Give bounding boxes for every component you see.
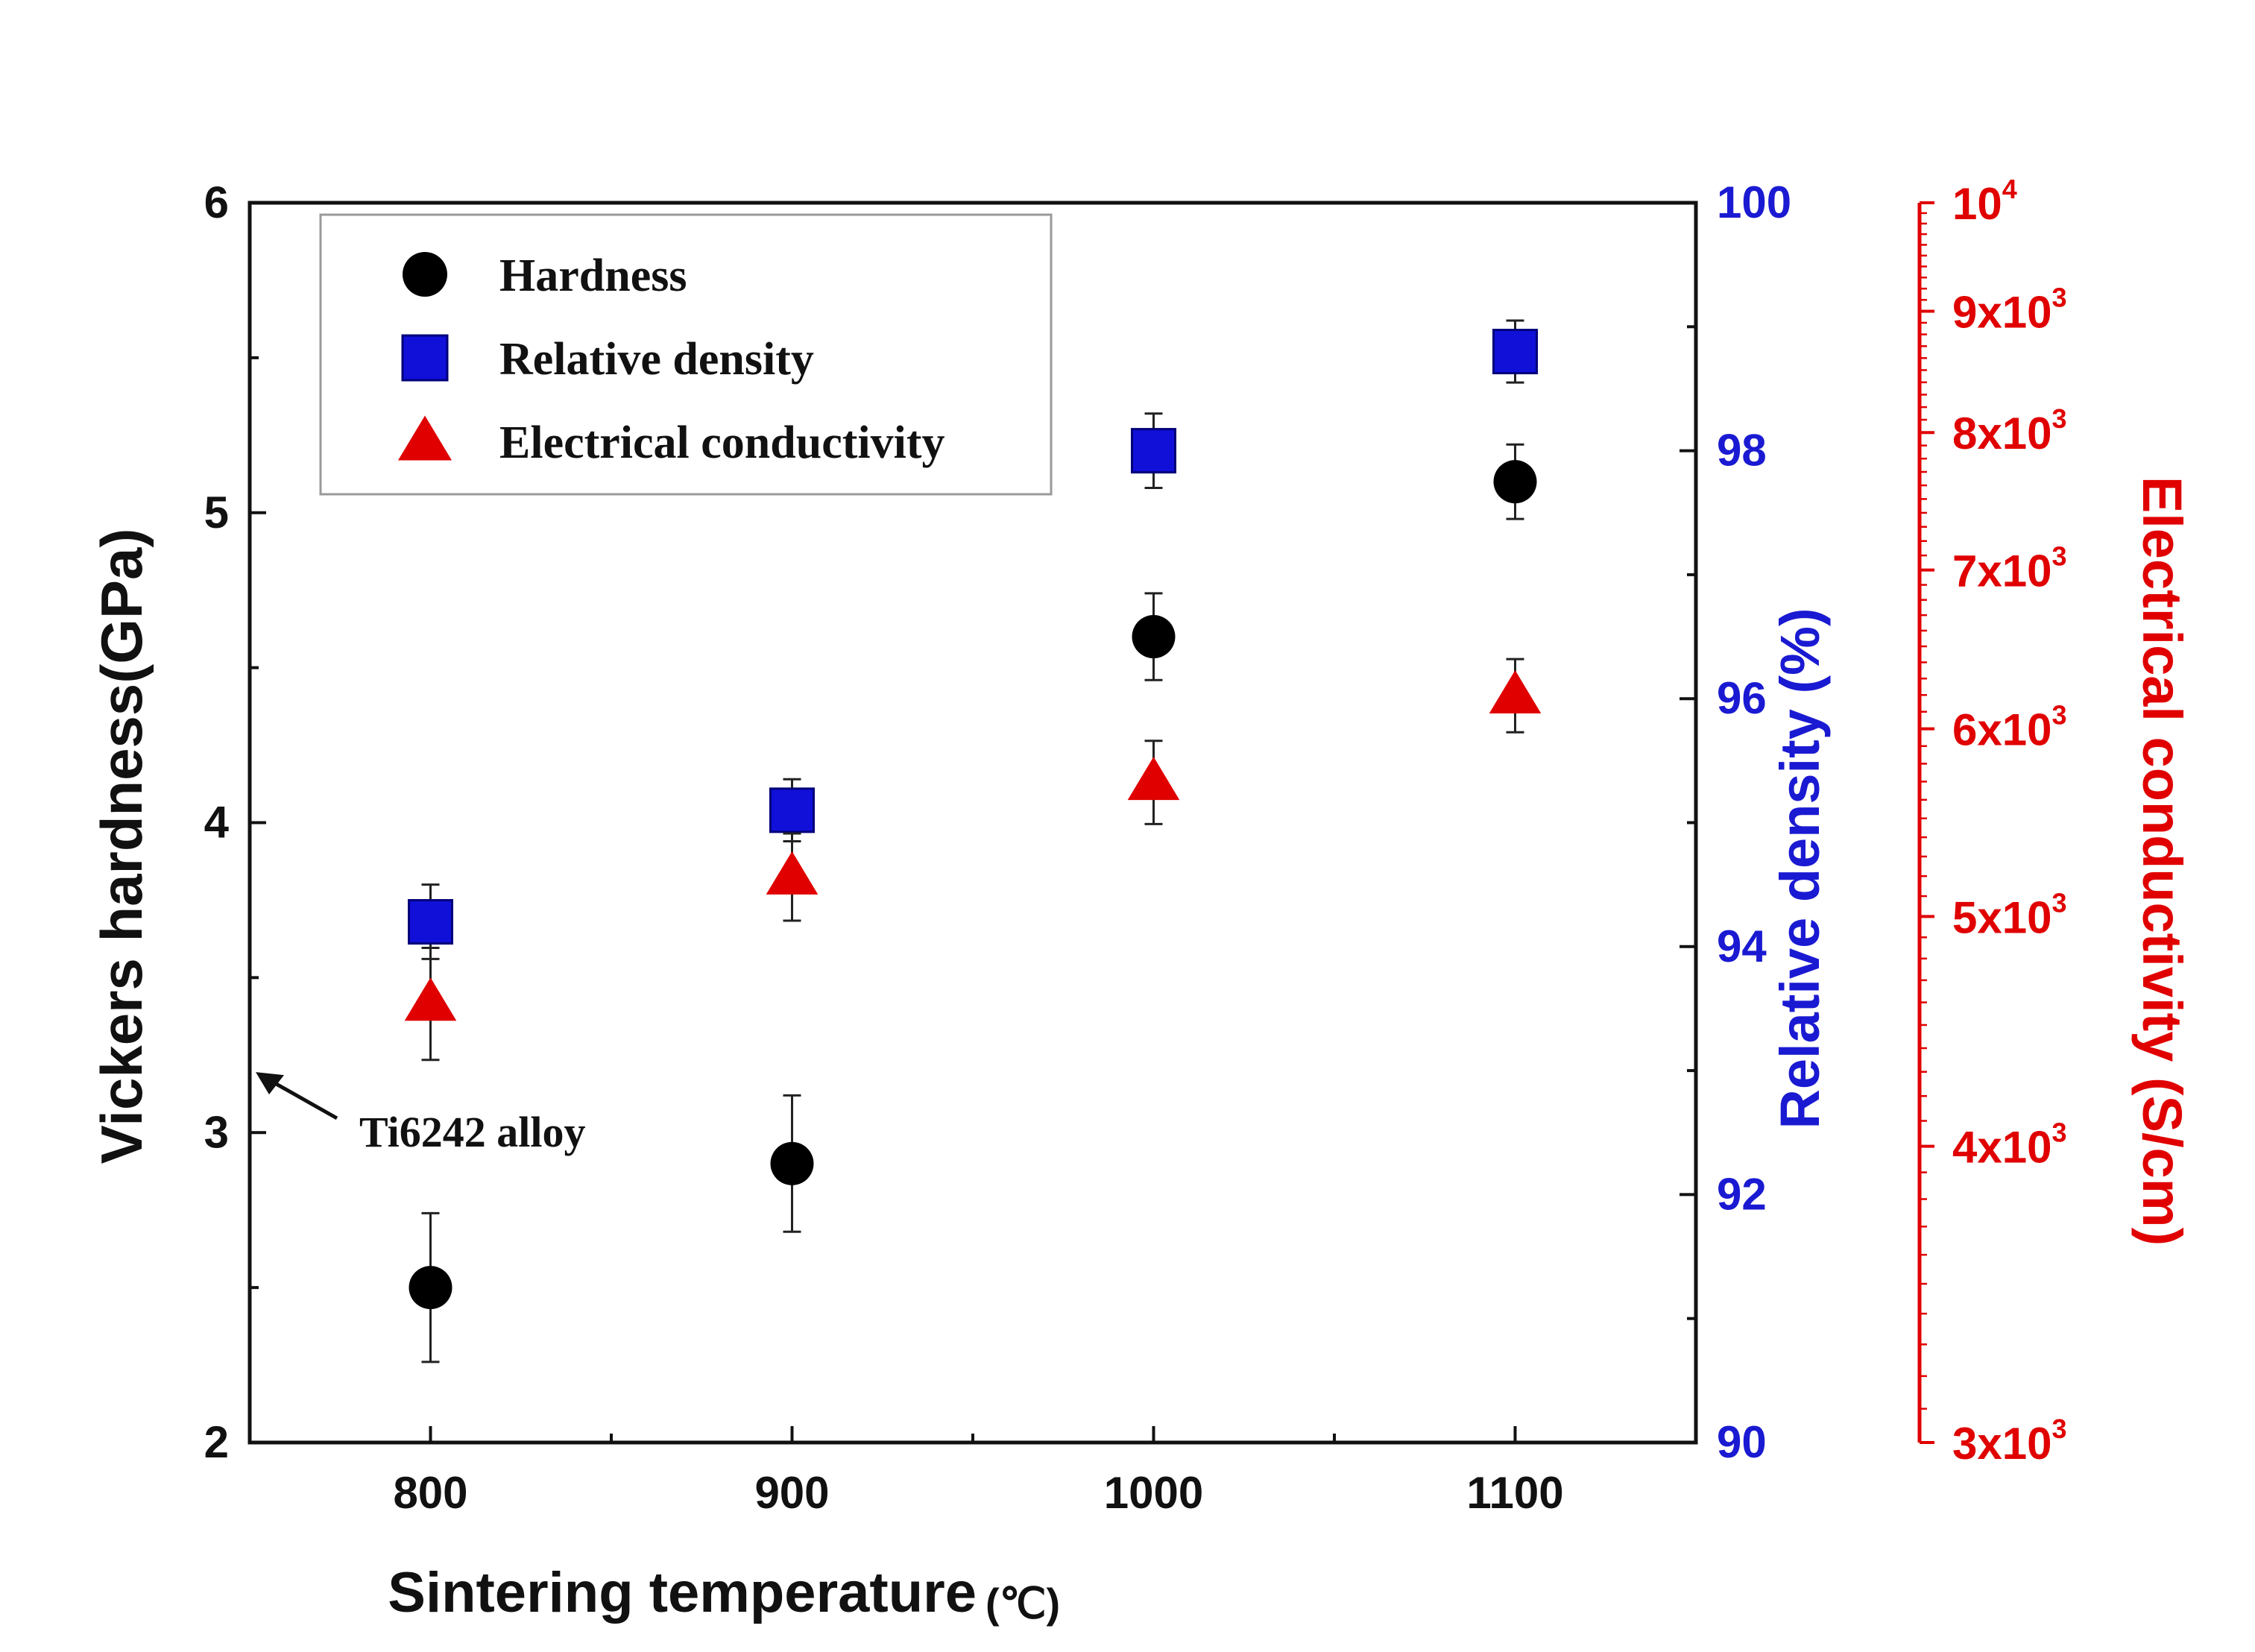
y-right1-tick-label: 92 <box>1717 1169 1767 1219</box>
y-right2-tick-label: 5x103 <box>1952 887 2067 942</box>
y-right1-tick-label: 96 <box>1717 673 1767 723</box>
x-axis-title: Sintering temperature <box>388 1561 977 1624</box>
x-tick-label: 1100 <box>1466 1468 1563 1518</box>
y-left-tick-label: 3 <box>204 1107 229 1157</box>
legend-marker-hardness <box>403 252 447 297</box>
legend-marker-relative-density <box>401 334 449 382</box>
electrical-conductivity-point <box>1127 757 1180 801</box>
x-tick-label: 900 <box>754 1468 829 1518</box>
y-axis-right1-title: Relative density (%) <box>1769 608 1831 1129</box>
marks-layer <box>404 319 1542 1363</box>
x-tick-label: 1000 <box>1104 1468 1203 1518</box>
relative-density-point <box>769 787 815 833</box>
y-right2-tick-label: 3x103 <box>1952 1413 2067 1469</box>
y-right1-tick-label: 90 <box>1717 1417 1767 1467</box>
electrical-conductivity-point <box>404 977 457 1021</box>
legend-label: Electrical conductivity <box>499 417 944 468</box>
y-left-tick-label: 4 <box>204 798 230 848</box>
axes-layer: 800 900 1000 1100 2 3 4 5 6 90 92 94 96 98 100 3x103 4x1… <box>204 174 2067 1518</box>
y-right2-tick-label: 8x103 <box>1952 403 2067 458</box>
hardness-point <box>1493 460 1537 504</box>
y-right2-tick-label: 9x103 <box>1952 283 2067 338</box>
legend-label: Hardness <box>499 250 687 301</box>
y-right2-tick-label: 6x103 <box>1952 700 2067 755</box>
relative-density-point <box>1131 428 1176 474</box>
x-tick-label: 800 <box>393 1468 467 1518</box>
x-axis-unit: (℃) <box>985 1580 1060 1627</box>
y-axis-right2-title: Electrical conductivity (S/cm) <box>2131 476 2193 1246</box>
relative-density-point <box>1492 329 1538 375</box>
y-axis-left-title: Vickers hardness(GPa) <box>89 529 154 1164</box>
annotation-label: Ti6242 alloy <box>359 1108 585 1156</box>
y-left-tick-label: 2 <box>204 1417 229 1467</box>
y-right2-tick-label: 4x103 <box>1952 1117 2067 1173</box>
hardness-point <box>409 1266 452 1310</box>
annotation-arrowhead <box>256 1072 284 1095</box>
hardness-point <box>770 1141 814 1185</box>
y-right2-tick-label: 104 <box>1952 174 2017 229</box>
hardness-point <box>1132 615 1176 659</box>
relative-density-point <box>408 899 453 945</box>
legend-marker-electrical-conductivity <box>398 415 452 461</box>
y-left-tick-label: 6 <box>204 177 229 227</box>
y-right2-tick-label: 7x103 <box>1952 541 2067 596</box>
electrical-conductivity-point <box>766 851 819 895</box>
legend-label: Relative density <box>499 334 814 385</box>
legend: Hardness Relative density Electrical condu… <box>319 213 1053 496</box>
y-left-tick-label: 5 <box>204 488 229 537</box>
y-right1-tick-label: 100 <box>1717 177 1791 227</box>
y-right1-tick-label: 98 <box>1717 426 1767 476</box>
electrical-conductivity-point <box>1489 669 1542 713</box>
y-right1-tick-label: 94 <box>1717 921 1767 971</box>
